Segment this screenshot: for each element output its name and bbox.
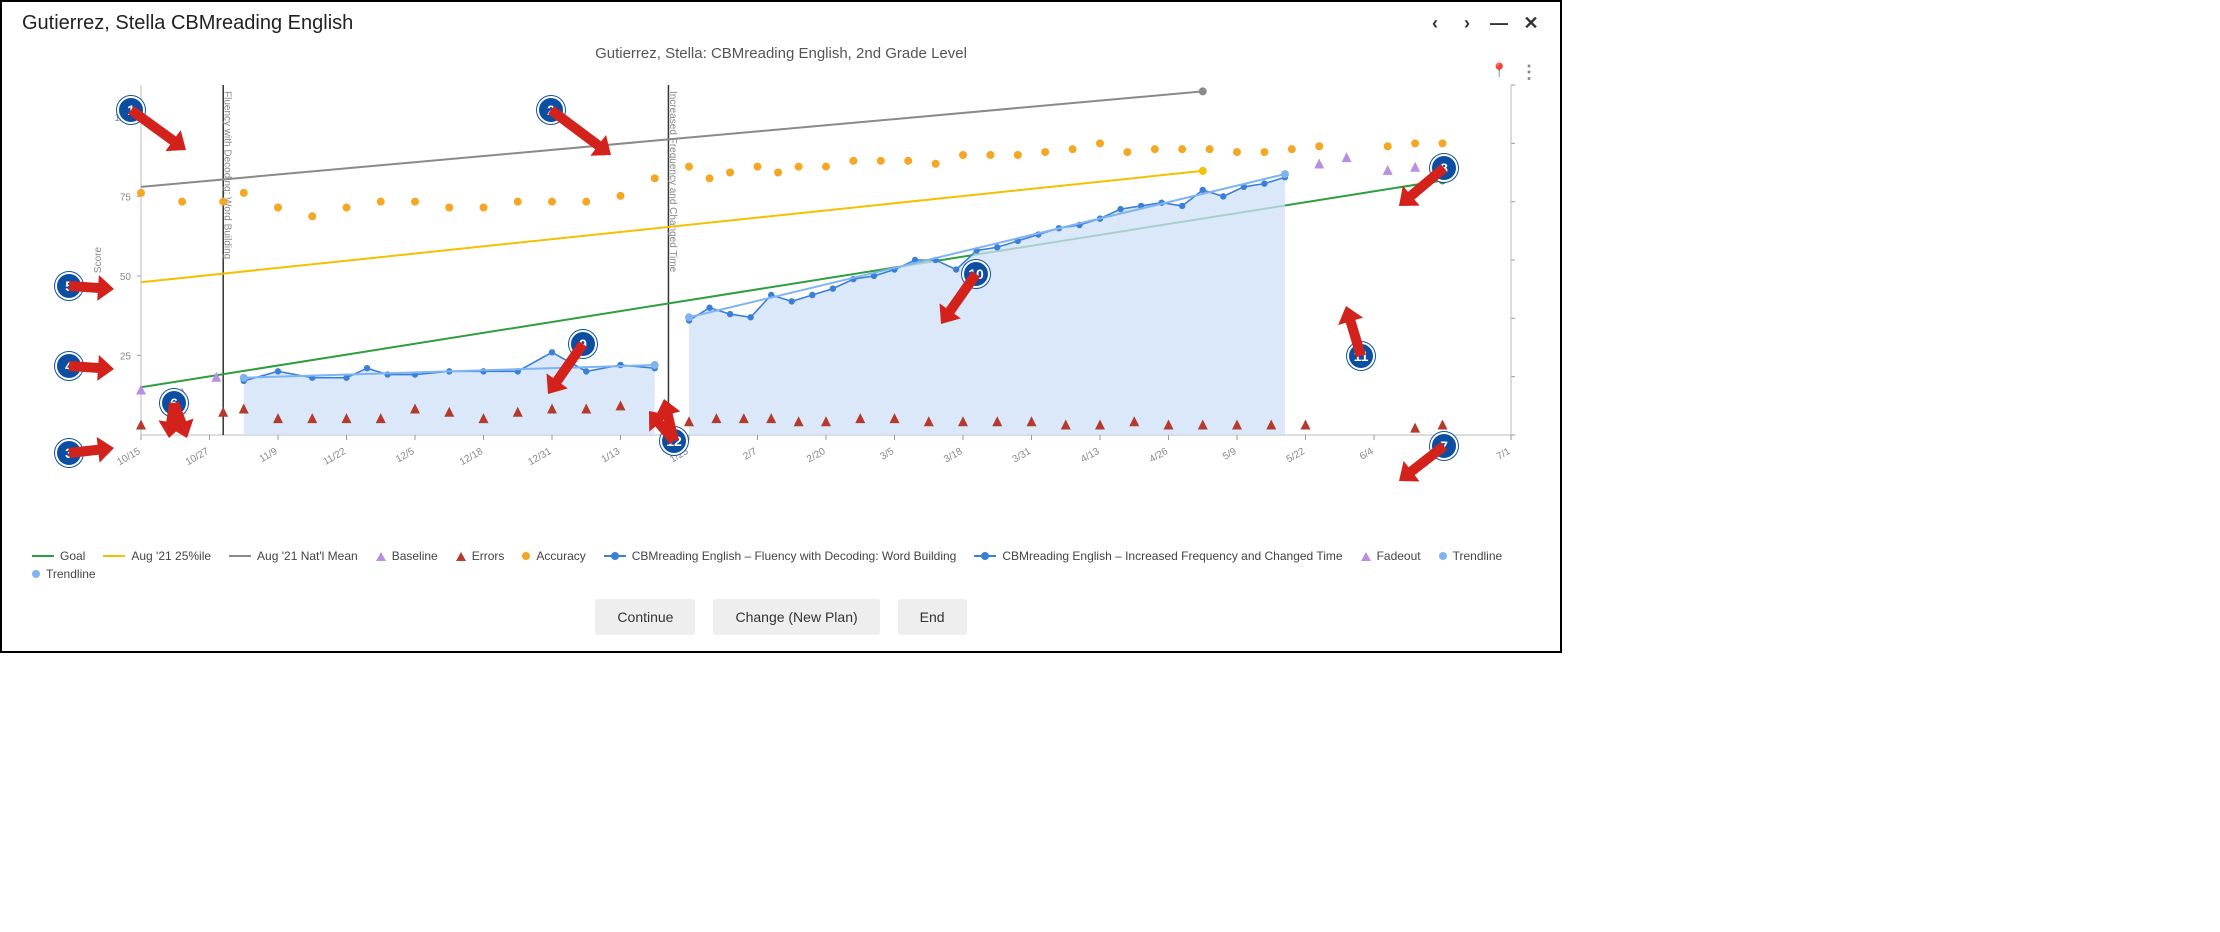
svg-text:6/4: 6/4 bbox=[1358, 446, 1376, 463]
change-plan-button[interactable]: Change (New Plan) bbox=[713, 599, 879, 635]
svg-text:4/13: 4/13 bbox=[1079, 446, 1102, 465]
svg-text:12/18: 12/18 bbox=[458, 446, 486, 468]
svg-text:2/20: 2/20 bbox=[805, 446, 828, 465]
legend-item: Trendline bbox=[32, 567, 96, 581]
close-icon[interactable]: ✕ bbox=[1522, 15, 1540, 33]
legend-item: Fadeout bbox=[1361, 549, 1421, 563]
legend-item: Trendline bbox=[1439, 549, 1503, 563]
title-bar: Gutierrez, Stella CBMreading English ‹ ›… bbox=[2, 2, 1560, 45]
legend-item: Baseline bbox=[376, 549, 438, 563]
legend-item: Errors bbox=[456, 549, 505, 563]
svg-text:4/26: 4/26 bbox=[1148, 446, 1171, 465]
svg-text:3/18: 3/18 bbox=[942, 446, 965, 465]
svg-text:3/31: 3/31 bbox=[1011, 446, 1034, 465]
svg-text:3/5: 3/5 bbox=[878, 446, 896, 463]
prev-icon[interactable]: ‹ bbox=[1426, 15, 1444, 33]
minimize-icon[interactable]: — bbox=[1490, 15, 1508, 33]
legend-item: Goal bbox=[32, 549, 85, 563]
legend-item: CBMreading English – Increased Frequency… bbox=[974, 549, 1342, 563]
legend-item: Accuracy bbox=[522, 549, 585, 563]
svg-text:2/7: 2/7 bbox=[741, 446, 759, 463]
app-window: { "window": { "title": "Gutierrez, Stell… bbox=[0, 0, 1562, 653]
svg-text:7/1: 7/1 bbox=[1495, 446, 1513, 463]
continue-button[interactable]: Continue bbox=[595, 599, 695, 635]
next-icon[interactable]: › bbox=[1458, 15, 1476, 33]
chart-svg: 25507510002040608010012010/1510/2711/911… bbox=[41, 45, 1521, 485]
action-buttons: Continue Change (New Plan) End bbox=[2, 599, 1560, 635]
legend-item: CBMreading English – Fluency with Decodi… bbox=[604, 549, 957, 563]
window-title: Gutierrez, Stella CBMreading English bbox=[22, 12, 353, 35]
chart-area: Gutierrez, Stella: CBMreading English, 2… bbox=[41, 45, 1521, 545]
svg-text:5/22: 5/22 bbox=[1285, 446, 1308, 465]
more-icon[interactable]: ⋮ bbox=[1520, 62, 1538, 83]
legend-item: Aug '21 25%ile bbox=[103, 549, 211, 563]
svg-text:12/5: 12/5 bbox=[394, 446, 417, 465]
svg-text:75: 75 bbox=[120, 192, 132, 203]
svg-text:1/13: 1/13 bbox=[600, 446, 623, 465]
svg-text:5/9: 5/9 bbox=[1221, 446, 1239, 463]
chart-title: Gutierrez, Stella: CBMreading English, 2… bbox=[595, 45, 967, 62]
end-button[interactable]: End bbox=[898, 599, 967, 635]
svg-text:Fluency with Decoding: Word Bu: Fluency with Decoding: Word Building bbox=[222, 91, 233, 259]
svg-text:11/22: 11/22 bbox=[321, 446, 348, 468]
legend-item: Aug '21 Nat'l Mean bbox=[229, 549, 358, 563]
legend: Goal Aug '21 25%ile Aug '21 Nat'l Mean Base… bbox=[2, 545, 1560, 591]
svg-text:Increased Frequency and Change: Increased Frequency and Changed Time bbox=[667, 91, 678, 273]
svg-text:Score: Score bbox=[93, 247, 104, 274]
svg-text:11/9: 11/9 bbox=[258, 446, 280, 465]
window-controls: ‹ › — ✕ bbox=[1426, 15, 1540, 33]
svg-text:12/31: 12/31 bbox=[526, 446, 554, 468]
